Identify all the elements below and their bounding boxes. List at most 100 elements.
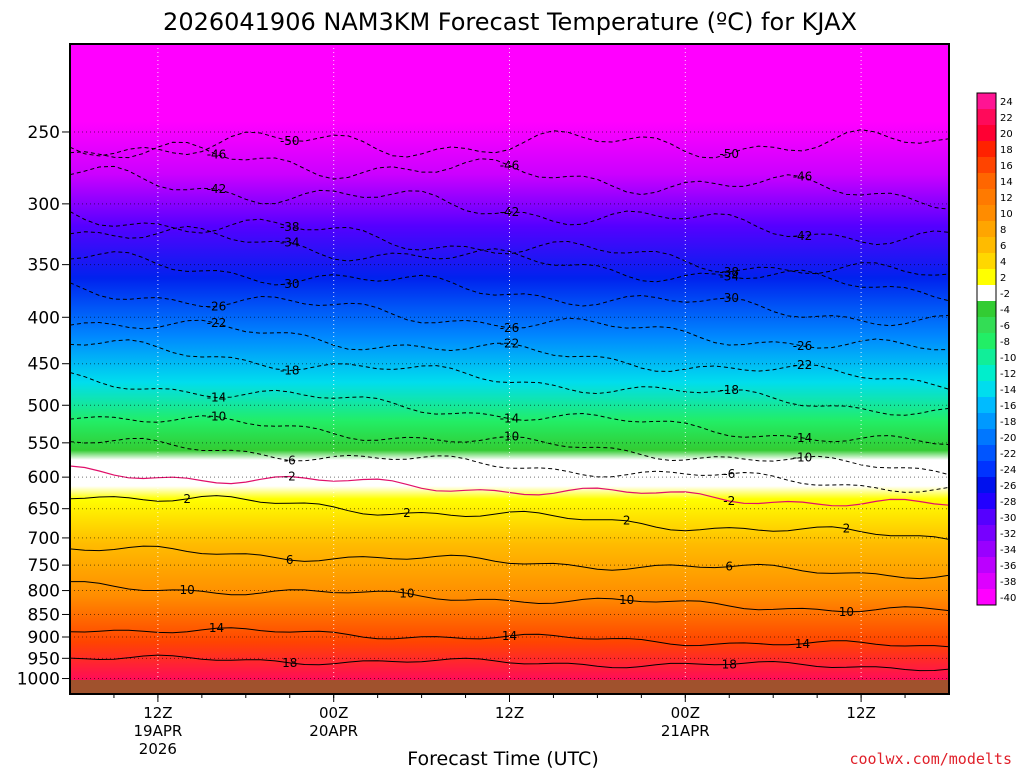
- y-tick-label: 500: [28, 396, 60, 416]
- colorbar-swatch: [977, 557, 996, 573]
- contour-label: 10: [839, 605, 854, 619]
- contour-label: 14: [502, 629, 517, 643]
- y-tick-label: 950: [28, 649, 60, 669]
- contour-label: 10: [399, 586, 414, 600]
- colorbar-swatch: [977, 573, 996, 589]
- colorbar-label: -40: [1000, 593, 1016, 604]
- colorbar-label: 18: [1000, 145, 1013, 156]
- contour-label: -6: [284, 454, 296, 468]
- colorbar-label: -8: [1000, 337, 1010, 348]
- colorbar-swatch: [977, 93, 996, 109]
- contour-label: 18: [282, 656, 297, 670]
- colorbar-label: -26: [1000, 481, 1016, 492]
- contour-label: -46: [793, 170, 813, 184]
- contour-line: [70, 225, 949, 302]
- y-tick-label: 800: [28, 582, 60, 602]
- y-tick-label: 900: [28, 628, 60, 648]
- y-axis: 250 300 350 400 450 500 550 600 650 700 750 800 850 9…: [17, 123, 70, 690]
- colorbar-label: -30: [1000, 513, 1016, 524]
- colorbar-label: -18: [1000, 417, 1016, 428]
- contour-label: -22: [207, 316, 227, 330]
- contour-label: 10: [619, 593, 634, 607]
- contour-label: -42: [207, 182, 227, 196]
- colorbar-swatch: [977, 141, 996, 157]
- colorbar-swatch: [977, 525, 996, 541]
- colorbar: 24 22 20 18 16 14 12 10 8 6 4 2 -2 -4 -6 -8 -10 -12 -14 -16…: [976, 92, 1016, 606]
- colorbar-swatch: [977, 541, 996, 557]
- x-tick-label: 19APR: [133, 722, 182, 740]
- plot-area: -50-50-46-46-46-42-42-42-38-38-34-34-30-…: [69, 43, 950, 695]
- colorbar-swatch: [977, 381, 996, 397]
- credit-text: coolwx.com/modelts: [849, 750, 1012, 768]
- colorbar-label: -36: [1000, 561, 1016, 572]
- contour-label: -30: [280, 277, 300, 291]
- contour-label: -26: [793, 339, 813, 353]
- colorbar-label: -2: [1000, 289, 1010, 300]
- contour-label: 14: [209, 621, 224, 635]
- colorbar-label: 22: [1000, 113, 1013, 124]
- contour-line: [70, 319, 949, 390]
- colorbar-swatch: [977, 445, 996, 461]
- colorbar-swatch: [977, 189, 996, 205]
- contour-label: -30: [719, 291, 739, 305]
- colorbar-label: 10: [1000, 209, 1013, 220]
- colorbar-swatch: [977, 413, 996, 429]
- colorbar-swatch: [977, 301, 996, 317]
- contour-label: 2: [623, 514, 631, 528]
- contour-label: -22: [793, 358, 813, 372]
- colorbar-label: 12: [1000, 193, 1013, 204]
- colorbar-swatch: [977, 125, 996, 141]
- colorbar-label: 4: [1000, 257, 1006, 268]
- grid-layer: [70, 44, 949, 694]
- colorbar-swatch: [977, 269, 996, 285]
- colorbar-label: 2: [1000, 273, 1006, 284]
- colorbar-swatch: [977, 333, 996, 349]
- colorbar-label: -16: [1000, 401, 1016, 412]
- colorbar-swatch: [977, 109, 996, 125]
- ground-surface: [70, 680, 949, 694]
- colorbar-frame: [976, 92, 997, 606]
- y-tick-label: 550: [28, 434, 60, 454]
- colorbar-swatch: [977, 285, 996, 301]
- colorbar-swatch: [977, 253, 996, 269]
- x-tick-label: 21APR: [661, 722, 710, 740]
- contour-label: -2: [723, 494, 735, 508]
- contour-label: -42: [793, 229, 813, 243]
- colorbar-label: 8: [1000, 225, 1006, 236]
- colorbar-swatch: [977, 589, 996, 605]
- colorbar-swatch: [977, 429, 996, 445]
- colorbar-swatch: [977, 221, 996, 237]
- contour-label: -46: [207, 148, 227, 162]
- contour-label: -10: [793, 450, 813, 464]
- contour-label: 6: [286, 553, 294, 567]
- colorbar-label: -20: [1000, 433, 1016, 444]
- y-tick-label: 250: [28, 123, 60, 143]
- y-tick-label: 450: [28, 355, 60, 375]
- y-tick-label: 600: [28, 468, 60, 488]
- contour-label: -50: [280, 134, 300, 148]
- chart-title: 2026041906 NAM3KM Forecast Temperature (…: [163, 8, 857, 36]
- colorbar-swatch: [977, 397, 996, 413]
- colorbar-swatch: [977, 365, 996, 381]
- colorbar-swatch: [977, 461, 996, 477]
- y-tick-label: 650: [28, 500, 60, 520]
- contour-line: [70, 654, 949, 672]
- x-tick-label: 12Z: [495, 704, 524, 722]
- contour-label: 14: [795, 637, 810, 651]
- contour-label: 2: [843, 522, 851, 536]
- contour-line: [70, 282, 949, 351]
- contour-label: -26: [500, 321, 520, 335]
- colorbar-swatch: [977, 317, 996, 333]
- colorbar-label: -4: [1000, 305, 1010, 316]
- colorbar-label: 20: [1000, 129, 1013, 140]
- contour-label: -18: [280, 363, 300, 377]
- colorbar-label: 6: [1000, 241, 1006, 252]
- contour-label: -18: [719, 383, 739, 397]
- contour-label: -14: [500, 412, 520, 426]
- colorbar-label: -14: [1000, 385, 1016, 396]
- contour-label: 18: [722, 657, 737, 671]
- colorbar-swatch: [977, 157, 996, 173]
- colorbar-label: -22: [1000, 449, 1016, 460]
- colorbar-label: -6: [1000, 321, 1010, 332]
